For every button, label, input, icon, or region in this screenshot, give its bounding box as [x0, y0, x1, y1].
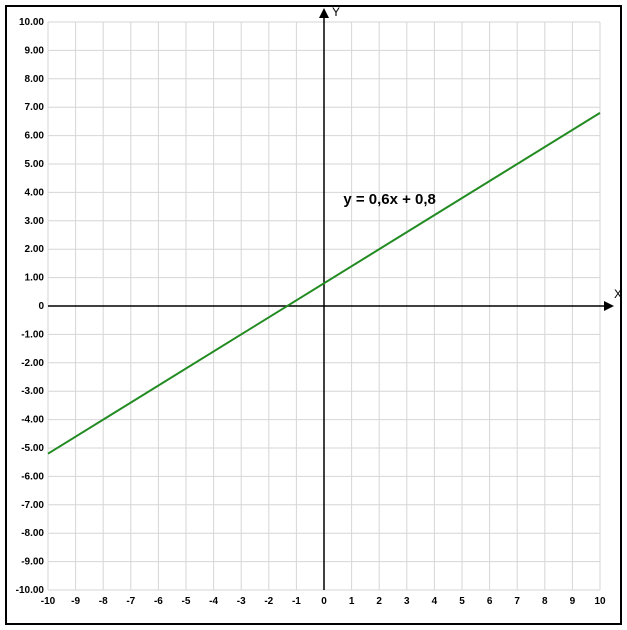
y-tick-label: -2.00 [21, 358, 44, 369]
y-tick-label: -4.00 [21, 415, 44, 426]
y-tick-label: 6.00 [25, 131, 45, 142]
y-tick-label: -5.00 [21, 443, 44, 454]
y-tick-label: -7.00 [21, 500, 44, 511]
x-tick-label: 10 [594, 596, 606, 607]
x-tick-label: 8 [542, 596, 548, 607]
x-axis-arrow [604, 301, 614, 311]
chart-border [6, 6, 621, 624]
x-tick-label: -10 [41, 596, 56, 607]
line-chart: -10-9-8-7-6-5-4-3-2-1012345678910-10.00-… [0, 0, 627, 630]
x-axis-title: X [614, 287, 622, 301]
y-tick-label: -6.00 [21, 471, 44, 482]
x-tick-label: -7 [126, 596, 135, 607]
y-tick-label: -8.00 [21, 528, 44, 539]
x-tick-label: -1 [292, 596, 301, 607]
y-axis-title: Y [332, 5, 340, 19]
x-tick-label: -5 [182, 596, 191, 607]
y-tick-label: -1.00 [21, 329, 44, 340]
x-tick-label: -2 [264, 596, 273, 607]
y-tick-label: 2.00 [25, 244, 45, 255]
chart-svg: -10-9-8-7-6-5-4-3-2-1012345678910-10.00-… [0, 0, 627, 630]
x-tick-label: 6 [487, 596, 493, 607]
y-tick-label: 4.00 [25, 187, 45, 198]
x-tick-label: 4 [432, 596, 438, 607]
x-tick-label: 1 [349, 596, 355, 607]
x-tick-label: -6 [154, 596, 163, 607]
y-tick-label: 1.00 [25, 273, 45, 284]
x-tick-label: 0 [321, 596, 327, 607]
y-tick-label: -9.00 [21, 557, 44, 568]
y-axis-arrow [319, 8, 329, 18]
x-tick-label: 7 [514, 596, 520, 607]
x-tick-label: -8 [99, 596, 108, 607]
y-tick-label: 8.00 [25, 74, 45, 85]
x-tick-label: -9 [71, 596, 80, 607]
y-tick-label: -3.00 [21, 386, 44, 397]
x-tick-label: 5 [459, 596, 465, 607]
x-tick-label: 3 [404, 596, 410, 607]
y-tick-label: 10.00 [19, 17, 44, 28]
y-tick-label: 3.00 [25, 216, 45, 227]
x-tick-label: -3 [237, 596, 246, 607]
x-tick-label: -4 [209, 596, 218, 607]
y-tick-label: 7.00 [25, 102, 45, 113]
y-tick-label: 0 [38, 301, 44, 312]
y-tick-label: -10.00 [16, 585, 45, 596]
x-tick-label: 2 [376, 596, 382, 607]
equation-label: y = 0,6x + 0,8 [343, 191, 436, 208]
y-tick-label: 5.00 [25, 159, 45, 170]
x-tick-label: 9 [570, 596, 576, 607]
y-tick-label: 9.00 [25, 45, 45, 56]
